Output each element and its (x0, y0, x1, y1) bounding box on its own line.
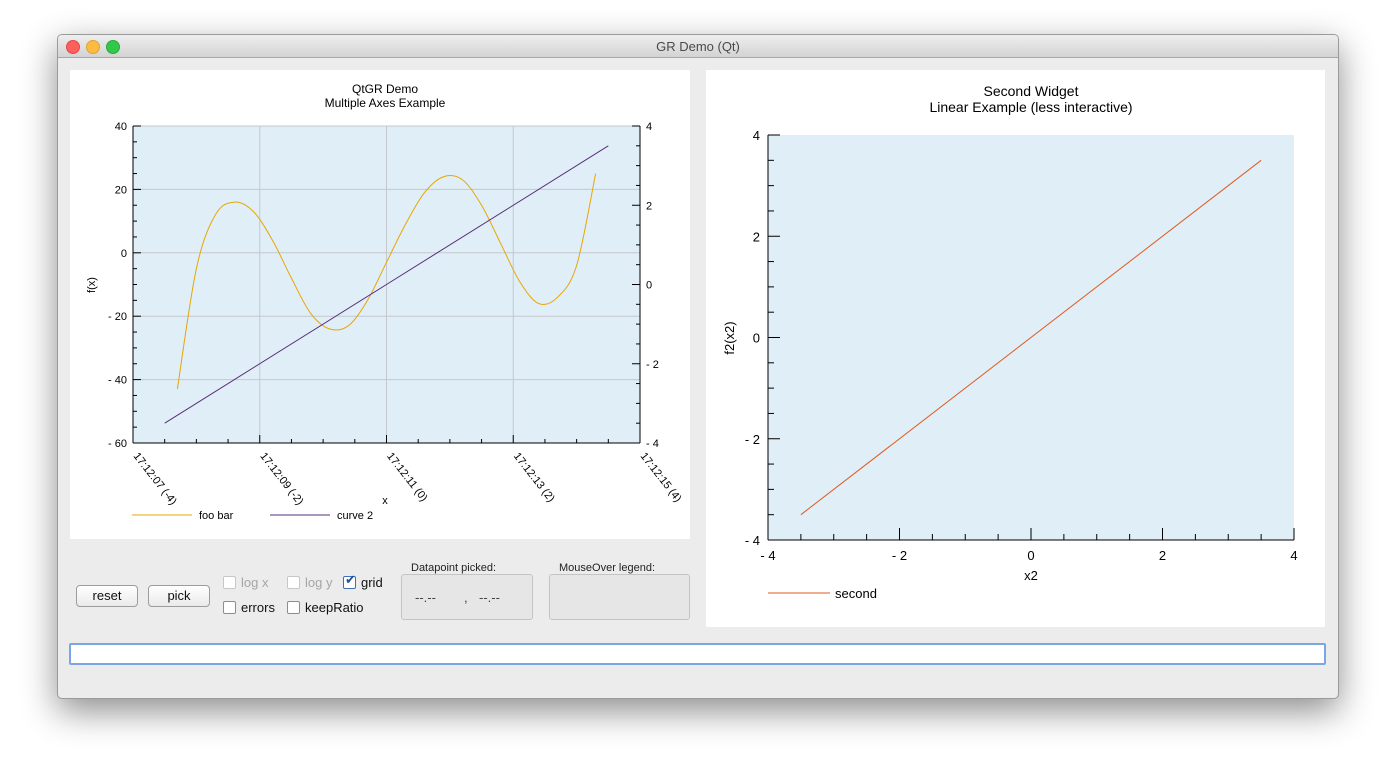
legend-label: foo bar (199, 510, 234, 522)
grid-checkbox-box[interactable] (343, 572, 356, 589)
legend-label: second (835, 586, 877, 601)
errors-checkbox-box[interactable] (223, 601, 236, 614)
y-tick-label-left: - 20 (108, 311, 127, 323)
y-tick-label-left: 20 (115, 184, 127, 196)
chart-title: Second Widget (984, 83, 1079, 99)
log-y-checkbox[interactable]: log y (287, 575, 332, 590)
datapoint-x-value: --.-- (415, 590, 436, 605)
y-tick-label: - 2 (745, 432, 760, 447)
datapoint-separator: , (464, 590, 468, 605)
y-tick-label: - 4 (745, 533, 760, 548)
y-tick-label-left: 40 (115, 121, 127, 133)
chart-subtitle: Multiple Axes Example (325, 96, 446, 110)
title-bar[interactable]: GR Demo (Qt) (58, 35, 1338, 58)
series-line-1 (176, 173, 597, 390)
series-line-2 (164, 145, 609, 424)
x-tick-label: 17:12:15 (4) (638, 450, 684, 504)
y-axis-label: f(x) (86, 277, 98, 293)
log-x-label: log x (241, 575, 269, 590)
y-tick-label: 4 (753, 128, 760, 143)
datapoint-picked-label: Datapoint picked: (411, 562, 496, 574)
y-tick-label-left: - 40 (108, 375, 127, 387)
x-tick-label: 17:12:07 (-4) (131, 450, 179, 507)
y-tick-label-left: 0 (121, 248, 127, 260)
chart-subtitle: Linear Example (less interactive) (929, 99, 1132, 115)
plot-widget-left[interactable]: 40 20 0- 20- 40- 60 4 2 0- 2- 4 17:12:07 (-4) 1… (70, 70, 690, 539)
x-tick-label: 4 (1290, 548, 1297, 563)
y-tick-label-right: 0 (646, 280, 652, 292)
mouseover-legend-box (549, 574, 690, 620)
y-axis-label: f2(x2) (722, 321, 737, 354)
y-tick-label-right: - 4 (646, 438, 659, 450)
errors-checkbox[interactable]: errors (223, 600, 275, 615)
x-tick-label: - 2 (892, 548, 907, 563)
x-tick-label: 2 (1159, 548, 1166, 563)
x-tick-label: 17:12:13 (2) (511, 450, 557, 504)
reset-button[interactable]: reset (76, 585, 138, 607)
chart-title: QtGR Demo (352, 82, 418, 96)
grid-checkbox[interactable]: grid (343, 572, 383, 590)
command-input[interactable] (69, 643, 1326, 665)
pick-button[interactable]: pick (148, 585, 210, 607)
plot-widget-right[interactable]: - 4 - 2 0 2 4 4 2 0 - 2 - 4 Second Widget Linear Ex… (706, 70, 1325, 627)
log-x-checkbox-box[interactable] (223, 576, 236, 589)
x-axis-label: x2 (1024, 568, 1038, 583)
x-tick-label: 17:12:09 (-2) (257, 450, 305, 507)
keepratio-label: keepRatio (305, 600, 364, 615)
zoom-window-button[interactable] (106, 40, 120, 54)
grid-label: grid (361, 575, 383, 590)
datapoint-picked-box: --.-- , --.-- (401, 574, 533, 620)
y-tick-label-right: 4 (646, 121, 652, 133)
keepratio-checkbox-box[interactable] (287, 601, 300, 614)
x-tick-label: 0 (1027, 548, 1034, 563)
y-tick-label-right: 2 (646, 200, 652, 212)
log-y-checkbox-box[interactable] (287, 576, 300, 589)
log-y-label: log y (305, 575, 333, 590)
datapoint-y-value: --.-- (479, 590, 500, 605)
legend-label: curve 2 (337, 510, 373, 522)
mouseover-legend-label: MouseOver legend: (559, 562, 655, 574)
y-tick-label-right: - 2 (646, 359, 659, 371)
x-tick-label: - 4 (760, 548, 775, 563)
minimize-window-button[interactable] (86, 40, 100, 54)
window-title: GR Demo (Qt) (656, 39, 740, 54)
y-tick-label: 0 (753, 331, 760, 346)
x-axis-label: x (382, 495, 388, 507)
y-tick-label: 2 (753, 229, 760, 244)
close-window-button[interactable] (66, 40, 80, 54)
x-tick-label: 17:12:11 (0) (384, 450, 429, 503)
y-tick-label-left: - 60 (108, 438, 127, 450)
series-line-second (800, 159, 1262, 516)
errors-label: errors (241, 600, 275, 615)
keepratio-checkbox[interactable]: keepRatio (287, 600, 364, 615)
log-x-checkbox[interactable]: log x (223, 575, 268, 590)
